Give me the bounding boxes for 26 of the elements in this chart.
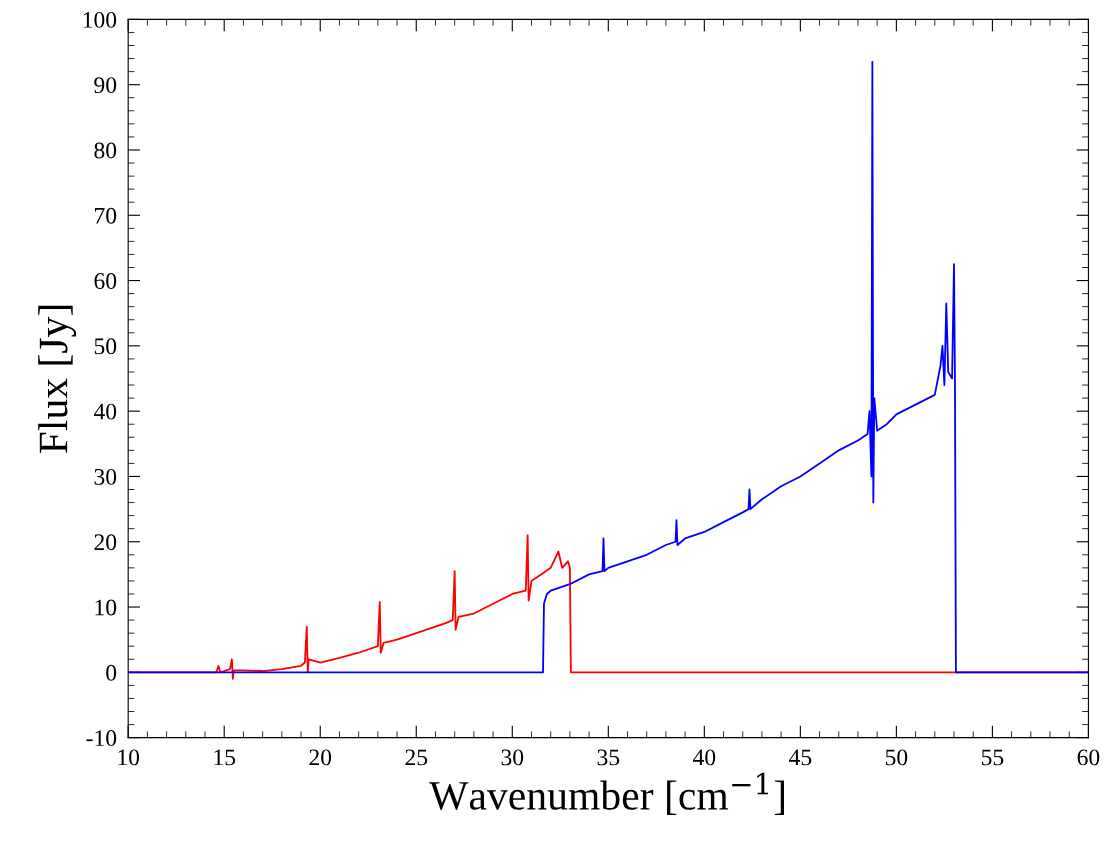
y-tick-label: 90 (94, 77, 117, 94)
x-tick-label: 30 (501, 749, 524, 766)
x-tick-label: 10 (118, 749, 140, 766)
y-tick-label: 20 (94, 534, 117, 551)
x-tick-label: 55 (981, 749, 1004, 766)
x-tick-label: 20 (309, 749, 332, 766)
y-tick-label: 10 (95, 599, 117, 616)
y-tick-label: 70 (95, 207, 117, 224)
y-axis-title: Flux [Jy] (38, 305, 77, 454)
y-tick-label: 40 (93, 403, 117, 420)
y-tick-label: 50 (94, 338, 117, 355)
y-tick-label: 60 (94, 273, 117, 289)
y-tick-label: 100 (83, 11, 117, 28)
y-tick-label: 80 (94, 142, 117, 159)
x-tick-label: 35 (597, 749, 620, 766)
x-tick-label: 45 (789, 749, 812, 766)
y-tick-label: 30 (94, 468, 117, 485)
x-axis-title: Wavenumber [cm$^{−1}$] (429, 772, 784, 816)
x-tick-label: 15 (214, 749, 236, 766)
x-tick-label: 25 (405, 749, 428, 766)
x-tick-label: 50 (885, 749, 908, 766)
y-tick-label: 0 (106, 664, 117, 681)
y-tick-label: -10 (86, 730, 117, 747)
x-tick-label: 60 (1077, 749, 1100, 766)
line-series (128, 60, 1089, 674)
x-tick-label: 40 (692, 749, 716, 766)
